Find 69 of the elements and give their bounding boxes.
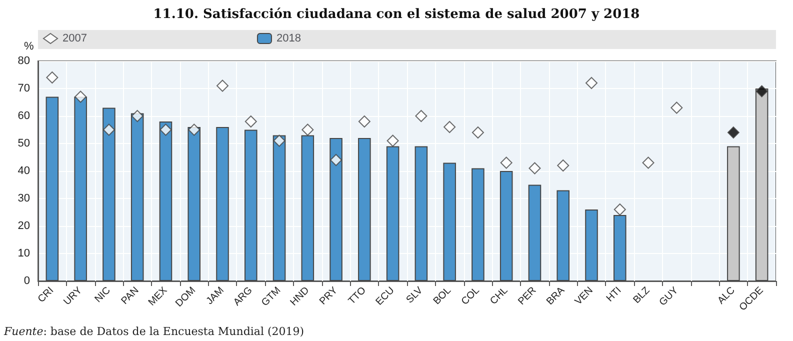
- point: [74, 90, 87, 103]
- bar: [528, 184, 542, 281]
- point: [102, 124, 115, 136]
- bar: [130, 113, 144, 281]
- y-tick-label: 30: [18, 192, 30, 204]
- x-tick-label: CHL: [488, 284, 511, 308]
- legend-label: 2007: [62, 32, 87, 44]
- x-tick-label: COL: [460, 284, 482, 308]
- y-tick-label: 0: [24, 275, 30, 287]
- y-tick-label: 50: [18, 138, 30, 150]
- point: [302, 124, 314, 136]
- point: [444, 121, 456, 133]
- x-tick-label: SLV: [404, 284, 426, 306]
- point: [216, 80, 228, 92]
- bar: [727, 146, 740, 281]
- y-tick-label: 20: [18, 220, 30, 232]
- bar: [188, 127, 200, 281]
- point: [670, 102, 683, 114]
- point: [358, 116, 370, 128]
- x-tick-label: HTI: [604, 285, 624, 304]
- bar: [102, 108, 116, 281]
- bar: [414, 146, 428, 281]
- x-tick-label: BOL: [432, 284, 454, 308]
- bar: [272, 135, 286, 281]
- point: [500, 156, 512, 169]
- point: [131, 110, 144, 122]
- y-tick-label: 10: [18, 248, 30, 260]
- y-tick-label: 80: [18, 55, 30, 67]
- point: [188, 124, 200, 136]
- point: [386, 134, 399, 147]
- point: [330, 154, 342, 166]
- bar: [216, 127, 229, 281]
- bar: [46, 96, 59, 281]
- y-axis-title: %: [24, 40, 34, 52]
- point: [642, 156, 654, 169]
- x-tick-label: NIC: [92, 285, 113, 306]
- point: [244, 116, 257, 128]
- bar: [755, 88, 768, 281]
- point: [46, 72, 58, 84]
- source-note: Fuente: base de Datos de la Encuesta Mundial (2019): [3, 325, 304, 338]
- x-tick-label: TTO: [346, 284, 368, 307]
- point: [273, 134, 286, 147]
- legend-label: 2018: [276, 32, 301, 44]
- point: [528, 162, 541, 174]
- y-tick-label: 70: [18, 82, 30, 94]
- point: [756, 85, 768, 98]
- point: [727, 126, 740, 138]
- y-tick-label: 60: [18, 110, 30, 122]
- point: [160, 124, 172, 136]
- bar: [244, 130, 258, 281]
- x-tick-label: BLZ: [631, 285, 652, 306]
- bar: [472, 168, 484, 281]
- x-tick-label: BRA: [544, 284, 568, 308]
- point: [415, 110, 428, 122]
- bar: [500, 171, 513, 281]
- x-tick-label: CRI: [36, 285, 56, 306]
- bar: [443, 162, 456, 281]
- point: [614, 204, 626, 216]
- point: [557, 160, 570, 172]
- point: [472, 126, 484, 138]
- x-tick-label: VEN: [573, 285, 596, 308]
- bar: [330, 138, 342, 281]
- y-tick-label: 40: [18, 165, 30, 177]
- bar: [159, 122, 172, 281]
- bar: [358, 138, 371, 281]
- chart-title: 11.10. Satisfacción ciudadana con el sistema de salud 2007 y 2018: [153, 7, 640, 22]
- bar: [585, 210, 598, 281]
- bar: [556, 190, 570, 281]
- point: [586, 77, 598, 89]
